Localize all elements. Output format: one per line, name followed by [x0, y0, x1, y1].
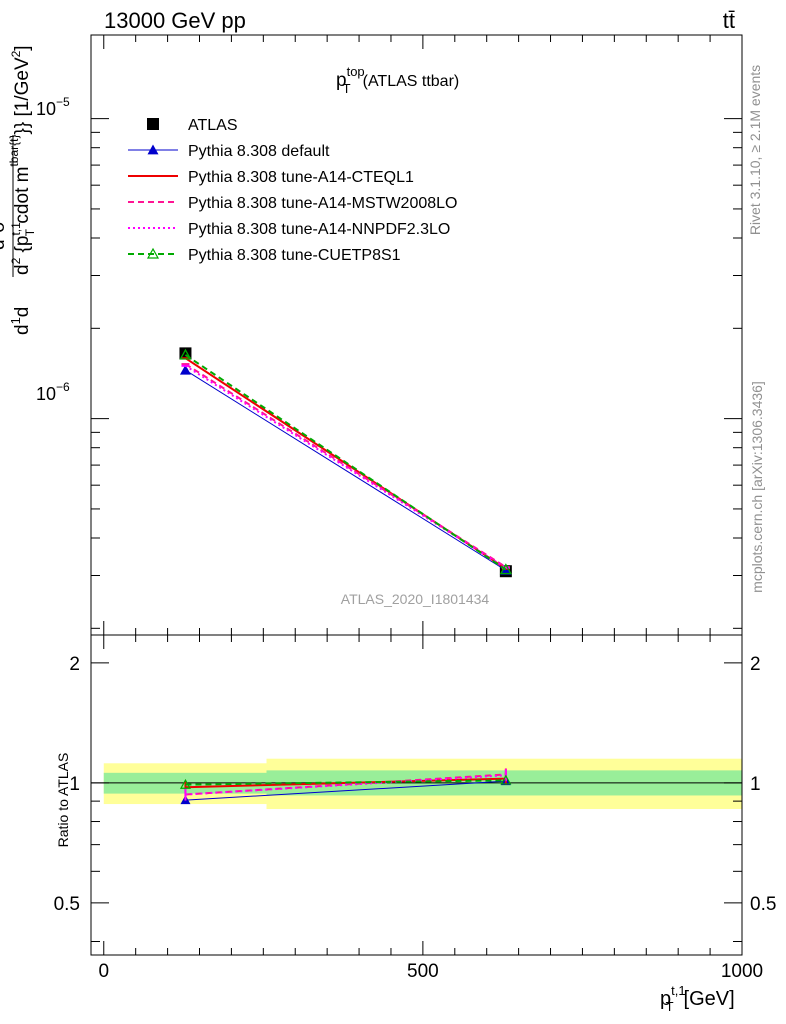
plot-title-rest: (ATLAS ttbar)	[363, 73, 460, 90]
ratio-y-tick-label: 0.5	[54, 894, 80, 915]
plot-title-sup: top	[347, 64, 365, 79]
header-final-state: tt̄	[723, 8, 735, 33]
ratio-data-point	[179, 778, 191, 789]
legend-marker	[147, 144, 159, 155]
legend-entry: Pythia 8.308 tune-CUETP8S1	[128, 247, 401, 264]
x-label-unit: [GeV]	[684, 988, 735, 1010]
main-series-line	[185, 369, 507, 571]
legend-label: ATLAS	[188, 117, 238, 134]
ratio-x-axis-label: pt,1 T [GeV]	[660, 983, 735, 1014]
svg-text:d2σfid: d2σfid	[0, 209, 9, 250]
main-y-axis-label-text: d1d	[8, 307, 33, 335]
ratio-series-line	[185, 774, 506, 796]
main-series-line	[184, 364, 507, 569]
plot-title-main: p	[336, 70, 347, 91]
main-panel: ptop T (ATLAS ttbar) ATLAS_2020_I1801434 1…	[0, 34, 743, 636]
ratio-data-point	[500, 774, 512, 785]
main-series-group	[179, 347, 512, 578]
main-y-axis-label: d1d d2 {pt,1T cdot mtbar{t}}} [1/GeV2] d…	[0, 45, 37, 335]
main-data-point	[499, 563, 512, 575]
analysis-id: ATLAS_2020_I1801434	[341, 591, 490, 607]
y-tick-label-1e-6: 10−6	[36, 380, 70, 404]
ratio-x-tick-label: 500	[407, 961, 439, 982]
legend-label: Pythia 8.308 tune-CUETP8S1	[188, 247, 401, 264]
ratio-y-axis-label: Ratio to ATLAS	[55, 753, 71, 848]
ratio-panel: 0.5 0.5 1 1 2 2 0 500 1000 Ratio to ATLAS pt,1 T […	[54, 634, 776, 1014]
ratio-series-group	[179, 768, 512, 805]
legend-label: Pythia 8.308 tune-A14-MSTW2008LO	[188, 195, 457, 212]
legend-entry: Pythia 8.308 tune-A14-CTEQL1	[128, 169, 414, 186]
x-label-sub: T	[666, 999, 674, 1014]
svg-text:d2 {pt,1T cdot mtbar{t}}} [1/G: d2 {pt,1T cdot mtbar{t}}} [1/GeV2]	[7, 45, 37, 275]
ratio-y-tick-label: 1	[69, 774, 80, 795]
header-process: 13000 GeV pp	[104, 8, 246, 33]
ratio-y-tick-label-right: 1	[750, 774, 761, 795]
main-data-point	[179, 348, 192, 360]
ratio-frame	[90, 634, 743, 956]
mcplots-label: mcplots.cern.ch [arXiv:1306.3436]	[749, 381, 765, 593]
main-series-line	[184, 354, 507, 571]
ratio-y-tick-label-right: 2	[750, 654, 761, 675]
ratio-x-tick-label: 0	[98, 961, 109, 982]
plot-title-sub: T	[343, 81, 351, 96]
ratio-y-tick-label: 2	[69, 654, 80, 675]
main-data-point	[179, 364, 191, 375]
legend-label: Pythia 8.308 tune-A14-CTEQL1	[188, 169, 414, 186]
ratio-y-tick-label-right: 0.5	[750, 894, 776, 915]
main-series-line	[184, 363, 507, 568]
legend-label: Pythia 8.308 default	[188, 143, 330, 160]
main-data-point	[500, 564, 512, 575]
ratio-series-line	[185, 779, 506, 786]
legend-label: Pythia 8.308 tune-A14-NNPDF2.3LO	[188, 221, 450, 238]
x-label-main: p	[660, 988, 671, 1010]
legend-entry: Pythia 8.308 tune-A14-NNPDF2.3LO	[128, 221, 450, 238]
x-label-sup: t,1	[671, 983, 685, 998]
legend-entry: Pythia 8.308 default	[128, 143, 330, 160]
rivet-version-label: Rivet 3.1.10, ≥ 2.1M events	[747, 65, 763, 235]
ratio-series-line	[185, 780, 506, 801]
legend-entry: Pythia 8.308 tune-A14-MSTW2008LO	[128, 195, 457, 212]
ratio-x-tick-label: 1000	[721, 961, 763, 982]
y-tick-label-1e-5: 10−5	[36, 95, 70, 119]
legend-marker	[146, 247, 160, 259]
plot-title: ptop T (ATLAS ttbar)	[336, 64, 459, 96]
legend: ATLAS Pythia 8.308 default Pythia 8.308 tu…	[128, 117, 457, 264]
legend-entry: ATLAS	[147, 117, 238, 134]
legend-marker	[147, 118, 159, 130]
